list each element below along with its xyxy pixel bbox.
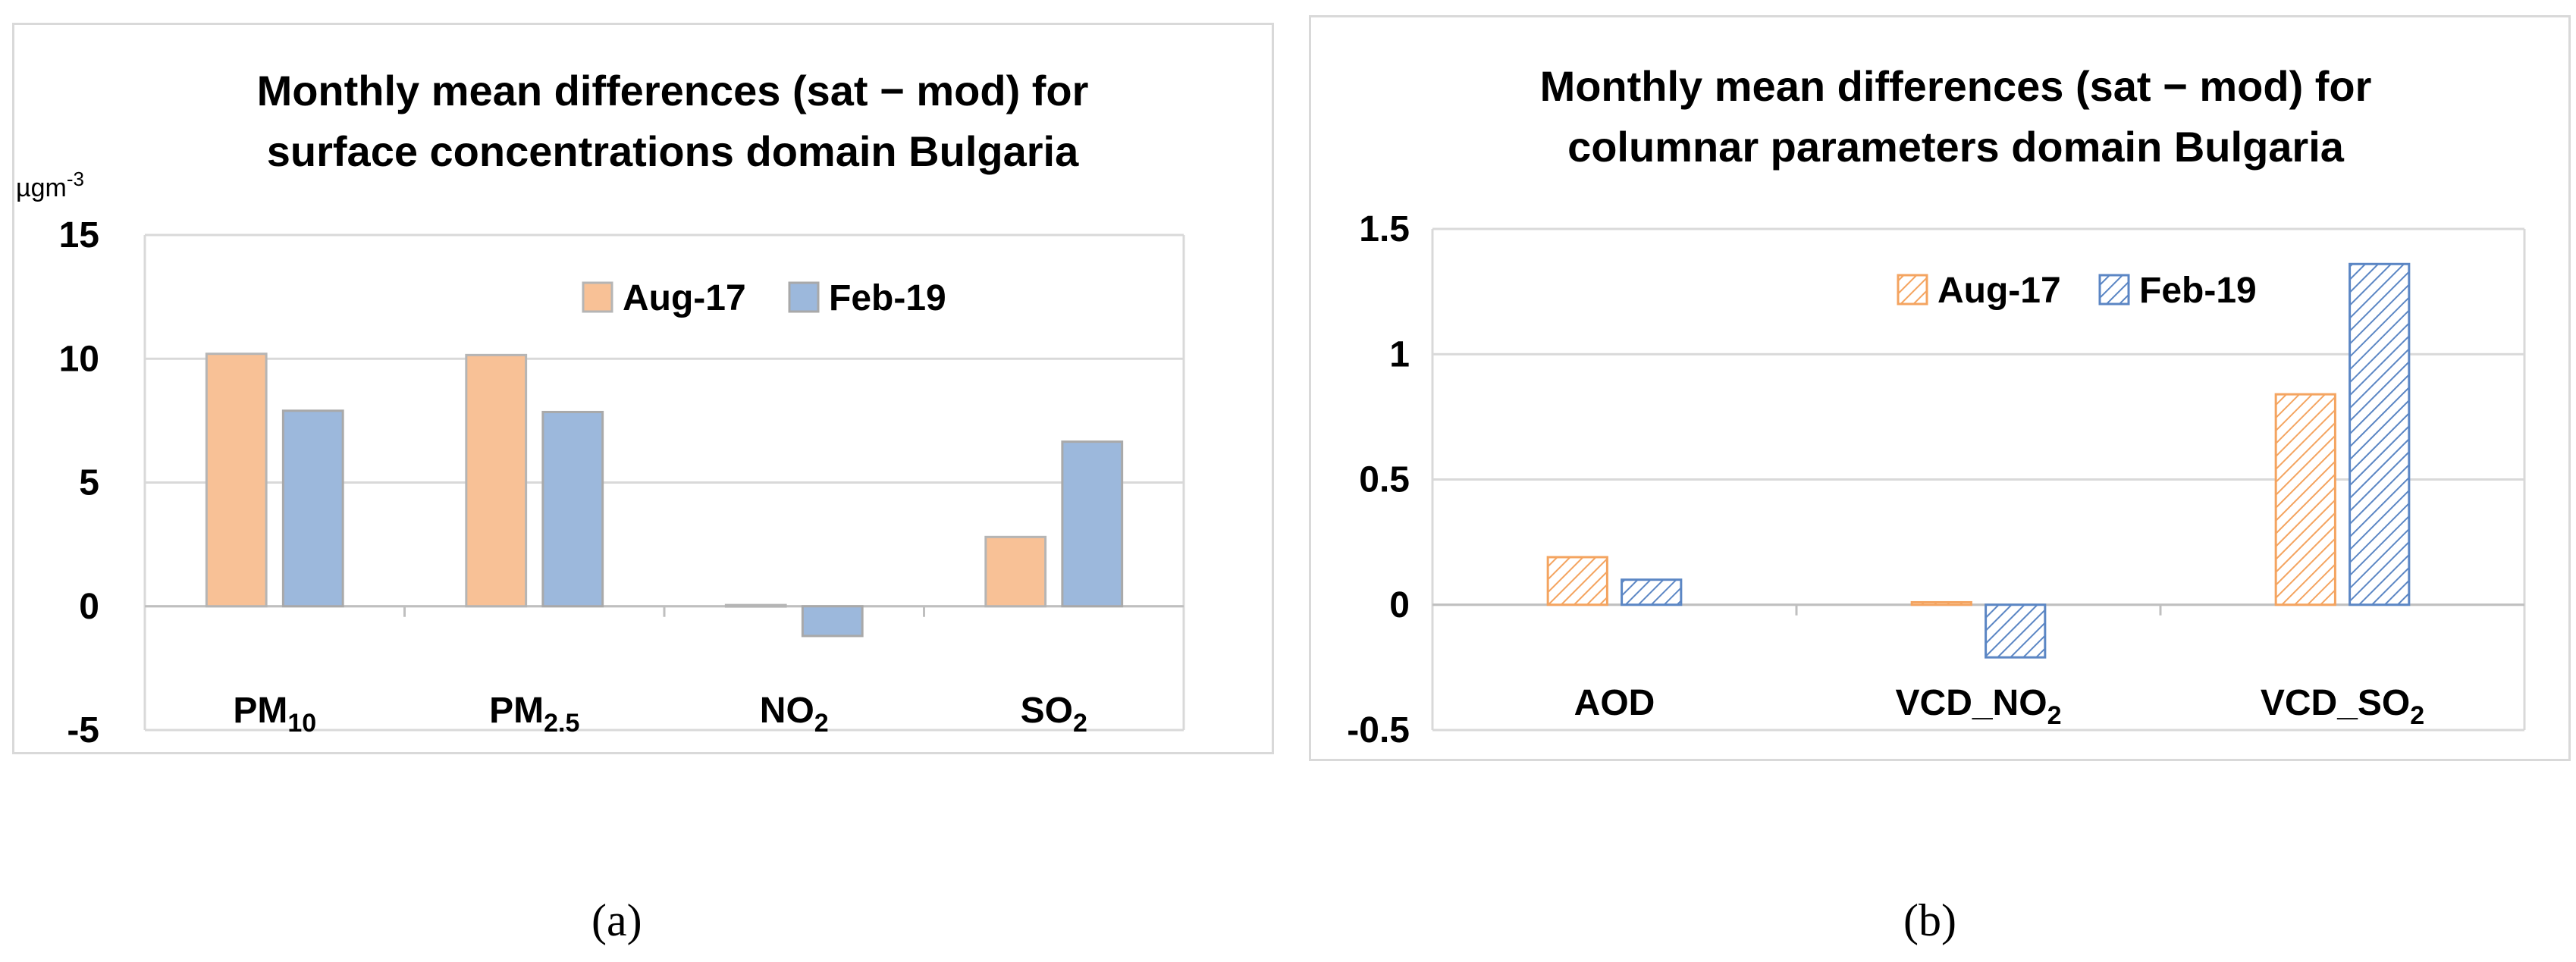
x-category-label-sub: 10 [287, 709, 316, 738]
bar-aug-17-vcdso2 [2274, 393, 2336, 606]
x-category-label-base: VCD_NO [1896, 683, 2047, 723]
x-category-label-base: AOD [1574, 683, 1655, 723]
y-unit-sup: -3 [67, 168, 84, 190]
legend-label-aug-17: Aug-17 [623, 278, 746, 318]
bar-aug-17-so2 [984, 535, 1047, 608]
bar-feb-19-vcdno2 [1985, 603, 2047, 659]
x-category-label-base: VCD_SO [2261, 683, 2410, 723]
x-category-label: PM10 [233, 691, 316, 738]
y-tick-label: 0.5 [1359, 460, 1410, 500]
y-unit-base: µgm [16, 174, 67, 202]
chart-title-line-2: columnar parameters domain Bulgaria [1567, 123, 2345, 171]
bar-feb-19-pm25 [541, 410, 604, 608]
x-category-label-sub: 2.5 [544, 709, 579, 738]
x-category-label: SO2 [1021, 691, 1087, 738]
x-category-label-base: NO [760, 691, 814, 731]
legend-swatch-aug-17 [582, 281, 613, 313]
chart-title-line-2: surface concentrations domain Bulgaria [267, 127, 1079, 175]
legend-swatch-feb-19 [2098, 274, 2130, 306]
y-tick-label: -5 [67, 710, 99, 750]
bar-aug-17-pm25 [465, 353, 528, 608]
x-category-label-sub: 2 [1073, 709, 1087, 738]
y-tick-label: 1.5 [1359, 209, 1410, 249]
x-category-label-sub: 2 [2047, 701, 2062, 730]
bar-aug-17-no2 [724, 603, 787, 608]
chart-panel-b: Monthly mean differences (sat − mod) for… [1309, 15, 2571, 761]
y-tick-label: 10 [59, 339, 99, 379]
y-tick-label: 0 [1389, 585, 1410, 625]
chart-panel-a: Monthly mean differences (sat − mod) for… [12, 23, 1274, 754]
x-category-label: PM2.5 [489, 691, 579, 738]
x-category-label: VCD_SO2 [2261, 683, 2424, 730]
panel-label-a: (a) [591, 895, 642, 945]
y-tick-label: -0.5 [1347, 710, 1410, 750]
bar-aug-17-aod [1546, 556, 1608, 606]
chart-b: Monthly mean differences (sat − mod) for… [1347, 62, 2526, 750]
x-category-label-base: PM [233, 691, 287, 731]
bar-feb-19-pm10 [281, 409, 344, 608]
x-category-label-base: SO [1021, 691, 1073, 731]
bar-feb-19-aod [1621, 578, 1683, 606]
x-category-label: VCD_NO2 [1896, 683, 2062, 730]
x-category-label-sub: 2 [814, 709, 829, 738]
chart-a: Monthly mean differences (sat − mod) for… [16, 67, 1185, 750]
bar-feb-19-vcdso2 [2349, 262, 2411, 606]
chart-title-line-1: Monthly mean differences (sat − mod) for [257, 67, 1089, 114]
x-category-label: NO2 [760, 691, 829, 738]
y-tick-label: 1 [1389, 334, 1410, 374]
chart-title-line-1: Monthly mean differences (sat − mod) for [1540, 62, 2372, 110]
legend-label-feb-19: Feb-19 [2139, 271, 2257, 311]
y-tick-label: 0 [79, 587, 99, 627]
panel-label-b: (b) [1903, 895, 1956, 945]
y-tick-label: 15 [59, 215, 99, 255]
legend-swatch-aug-17 [1897, 274, 1928, 306]
y-tick-label: 5 [79, 463, 99, 503]
x-category-label-sub: 2 [2410, 701, 2424, 730]
x-category-label-base: PM [489, 691, 544, 731]
bar-aug-17-vcdno2 [1910, 600, 1972, 606]
legend-label-feb-19: Feb-19 [829, 278, 946, 318]
bar-feb-19-no2 [801, 605, 864, 638]
legend-swatch-feb-19 [788, 281, 820, 313]
x-category-label: AOD [1574, 683, 1655, 723]
bar-feb-19-so2 [1061, 440, 1124, 608]
legend-label-aug-17: Aug-17 [1937, 271, 2061, 311]
y-unit-label: µgm-3 [16, 168, 84, 202]
bar-aug-17-pm10 [205, 353, 268, 608]
